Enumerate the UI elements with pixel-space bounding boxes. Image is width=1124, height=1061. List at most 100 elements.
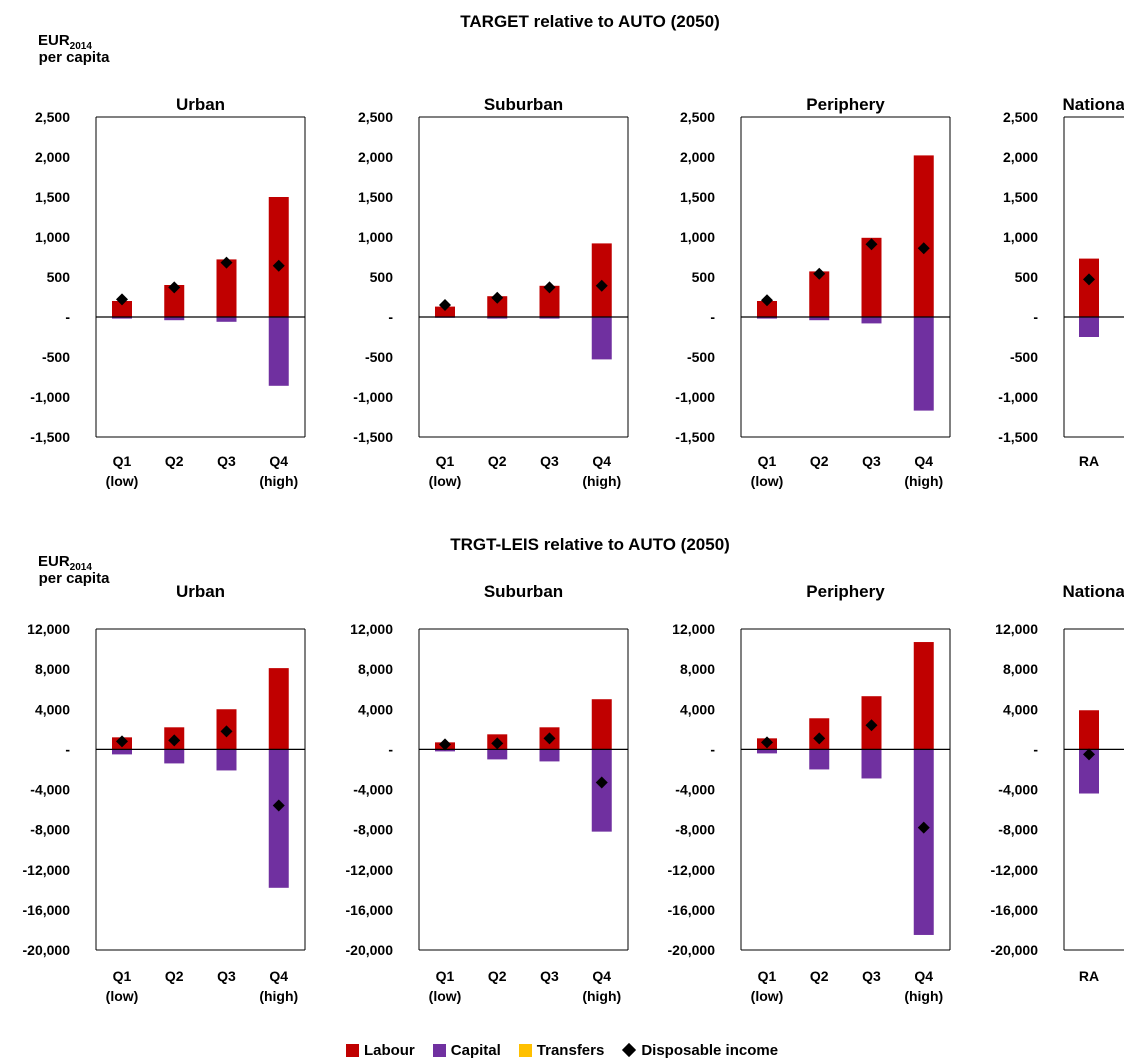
y-tick-label: 2,500 <box>680 109 715 125</box>
x-category-label: Q4 <box>592 453 611 469</box>
y-tick-label: -4,000 <box>30 782 70 798</box>
y-tick-label: -500 <box>42 349 70 365</box>
y-tick-label: 2,000 <box>1003 149 1038 165</box>
y-tick-label: 1,000 <box>680 229 715 245</box>
marker-disposable-income <box>272 799 285 812</box>
bar-capital <box>268 317 289 386</box>
y-tick-label: 2,500 <box>1003 109 1038 125</box>
y-tick-label: - <box>710 309 715 325</box>
y-tick-label: -4,000 <box>353 782 393 798</box>
x-category-sublabel: (high) <box>904 473 943 489</box>
bar-labour <box>539 285 560 317</box>
y-tick-label: 500 <box>370 269 394 285</box>
y-tick-label: -1,000 <box>353 389 393 405</box>
marker-disposable-income <box>865 719 878 732</box>
marker-disposable-income <box>116 735 128 748</box>
unit-label-per-capita-2: per capita <box>39 570 111 587</box>
bar-capital <box>112 317 132 319</box>
marker-disposable-income <box>543 281 556 294</box>
y-tick-label: -20,000 <box>991 942 1039 958</box>
panel-title-suburban-2: Suburban <box>484 582 563 601</box>
y-tick-label: -1,000 <box>30 389 70 405</box>
bar-labour <box>1079 710 1099 750</box>
y-tick-label: - <box>388 741 393 757</box>
bar-labour <box>112 301 132 317</box>
marker-disposable-income <box>220 725 233 738</box>
x-category-sublabel: (high) <box>259 473 298 489</box>
marker-disposable-income <box>168 281 181 294</box>
legend-item-transfers: Transfers <box>518 1042 604 1059</box>
x-category-sublabel: (high) <box>582 473 621 489</box>
marker-disposable-income <box>595 279 608 292</box>
y-tick-label: 1,000 <box>35 229 70 245</box>
x-category-label: Q1 <box>436 453 455 469</box>
bar-capital <box>861 749 882 779</box>
bar-capital <box>591 749 612 832</box>
marker-disposable-income <box>220 256 233 269</box>
x-category-label: Q4 <box>269 968 288 984</box>
legend-item-labour: Labour <box>345 1041 415 1059</box>
bar-capital <box>268 749 289 888</box>
y-tick-label: -12,000 <box>23 862 71 878</box>
x-category-label: Q3 <box>217 453 236 469</box>
marker-disposable-income <box>917 821 930 834</box>
unit-label-year: 2014 <box>70 41 93 52</box>
x-category-label: Q3 <box>540 968 559 984</box>
y-tick-label: 1,000 <box>1003 229 1038 245</box>
bar-capital <box>216 317 237 322</box>
x-category-label: Q3 <box>862 453 881 469</box>
legend-item-capital: Capital <box>432 1042 501 1059</box>
y-tick-label: 500 <box>1015 269 1039 285</box>
unit-label-1: EUR2014 <box>38 32 92 52</box>
bar-labour <box>913 642 934 750</box>
bar-labour <box>487 296 508 317</box>
x-category-label: Q4 <box>914 968 933 984</box>
bar-capital <box>861 317 882 324</box>
bar-labour <box>757 301 777 317</box>
y-tick-label: 8,000 <box>680 661 715 677</box>
x-category-label: Q3 <box>217 968 236 984</box>
y-tick-label: - <box>65 309 70 325</box>
y-tick-label: 2,000 <box>35 149 70 165</box>
x-category-sublabel: (high) <box>904 988 943 1004</box>
panel-title-periphery-2: Periphery <box>806 582 885 601</box>
bar-labour <box>861 237 882 317</box>
bar-capital <box>435 749 455 752</box>
bar-labour <box>1079 258 1099 317</box>
x-category-sublabel: (high) <box>259 988 298 1004</box>
y-tick-label: - <box>710 741 715 757</box>
bar-capital <box>809 749 830 770</box>
bar-capital <box>487 749 508 760</box>
legend-label-labour: Labour <box>363 1041 415 1059</box>
marker-disposable-income <box>272 259 285 272</box>
panel-title-urban-2: Urban <box>176 582 225 601</box>
y-tick-label: -1,500 <box>30 429 70 445</box>
chart-legend: Labour Capital Transfers Disposable inco… <box>0 1039 1124 1061</box>
bar-labour <box>809 271 830 317</box>
unit-label-year: 2014 <box>70 562 93 573</box>
figure-title-2: TRGT-LEIS relative to AUTO (2050) <box>450 535 730 554</box>
figure-title-1: TARGET relative to AUTO (2050) <box>460 12 719 31</box>
marker-disposable-income <box>168 734 181 747</box>
y-tick-label: 8,000 <box>358 661 393 677</box>
y-tick-label: 1,500 <box>358 189 393 205</box>
unit-label-per-capita-1: per capita <box>39 49 111 66</box>
y-tick-label: 1,500 <box>35 189 70 205</box>
bar-labour <box>268 668 289 750</box>
y-tick-label: 1,500 <box>680 189 715 205</box>
x-category-sublabel: (low) <box>429 988 462 1004</box>
x-category-sublabel: (low) <box>751 988 784 1004</box>
y-tick-label: -12,000 <box>991 862 1039 878</box>
y-tick-label: -8,000 <box>675 822 715 838</box>
bar-capital <box>164 749 185 764</box>
y-tick-label: -16,000 <box>668 902 716 918</box>
marker-disposable-income <box>761 294 773 307</box>
bar-capital <box>757 317 777 319</box>
x-category-label: Q4 <box>914 453 933 469</box>
panel-title-national-2: National <box>1062 582 1124 601</box>
y-tick-label: -1,000 <box>998 389 1038 405</box>
bar-capital <box>591 317 612 360</box>
y-tick-label: -12,000 <box>346 862 394 878</box>
bar-capital <box>757 749 777 754</box>
